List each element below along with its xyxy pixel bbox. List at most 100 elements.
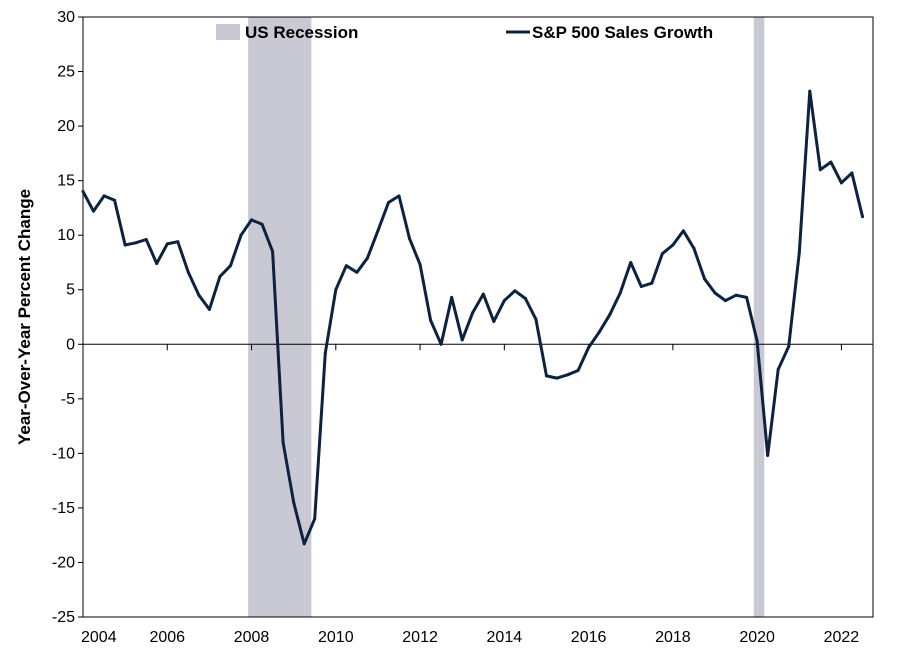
recession-band-2 [753,17,765,617]
data-point [450,295,454,299]
data-point [344,264,348,268]
data-point [587,346,591,350]
y-tick-label: -15 [52,500,75,517]
y-axis-label: Year-Over-Year Percent Change [15,189,34,445]
data-point [818,168,822,172]
x-tick-label: 2008 [234,629,270,646]
data-point [355,270,359,274]
data-point [481,292,485,296]
data-point [207,307,211,311]
legend-recession-swatch [216,24,240,40]
data-point [228,264,232,268]
plot-frame [82,16,874,618]
data-point [692,246,696,250]
data-point [323,351,327,355]
data-point [386,200,390,204]
x-tick-label: 2022 [824,629,860,646]
data-point [408,236,412,240]
x-tick-label: 2012 [402,629,438,646]
data-point [302,542,306,546]
data-point [218,275,222,279]
data-point [713,291,717,295]
data-point [134,241,138,245]
data-point [829,160,833,164]
data-point [555,376,559,380]
data-point [566,373,570,377]
data-point [144,238,148,242]
data-point [787,344,791,348]
data-point [271,250,275,254]
data-point [281,440,285,444]
data-point [702,277,706,281]
data-point [397,194,401,198]
data-point [365,256,369,260]
data-point [418,263,422,267]
data-point [239,233,243,237]
data-point [766,454,770,458]
data-point [808,89,812,93]
x-tick-label: 2014 [487,629,523,646]
series-layer [81,89,864,546]
legend-recession-label: US Recession [245,23,358,42]
data-point [260,222,264,226]
data-point [292,500,296,504]
data-point [724,299,728,303]
data-point [250,218,254,222]
data-point [639,284,643,288]
data-point [376,229,380,233]
y-tick-label: -20 [52,554,75,571]
data-point [797,251,801,255]
data-point [734,293,738,297]
data-point [197,293,201,297]
y-tick-label: -25 [52,609,75,626]
series-line-sales-growth [81,89,864,546]
data-point [102,194,106,198]
data-point [629,260,633,264]
data-point [534,317,538,321]
recession-band-1 [248,17,312,617]
y-tick-label: -10 [52,445,75,462]
y-tick-labels: 30 25 20 15 10 5 0 -5 -10 -15 -20 -25 [52,9,75,626]
data-point [502,299,506,303]
data-point [439,342,443,346]
data-point [429,318,433,322]
data-point [313,517,317,521]
data-point [650,281,654,285]
data-point [471,311,475,315]
y-tick-label: 15 [57,173,75,190]
recession-bands [248,17,765,617]
legend: US Recession S&P 500 Sales Growth [216,23,713,42]
data-point [460,338,464,342]
x-tick-label: 2020 [739,629,775,646]
legend-series-label: S&P 500 Sales Growth [532,23,713,42]
data-point [186,270,190,274]
data-point [597,330,601,334]
data-point [513,289,517,293]
data-point [671,243,675,247]
data-point [92,209,96,213]
data-point [523,296,527,300]
data-point [81,190,85,194]
x-tick-labels: 2004 2006 2008 2010 2012 2014 2016 2018 2020 2022 [81,629,859,646]
data-point [745,295,749,299]
data-point [618,291,622,295]
data-point [850,171,854,175]
axes [78,16,874,618]
data-point [755,339,759,343]
data-point [681,229,685,233]
x-tick-label: 2006 [149,629,185,646]
data-point [334,288,338,292]
data-point [576,368,580,372]
y-tick-label: 30 [57,9,75,26]
data-point [839,181,843,185]
data-point [776,367,780,371]
data-point [176,240,180,244]
data-point [544,374,548,378]
x-tick-label: 2016 [571,629,607,646]
data-point [660,252,664,256]
x-tick-label: 2018 [655,629,691,646]
data-point [123,243,127,247]
data-point [860,215,864,219]
y-tick-label: 5 [66,282,75,299]
